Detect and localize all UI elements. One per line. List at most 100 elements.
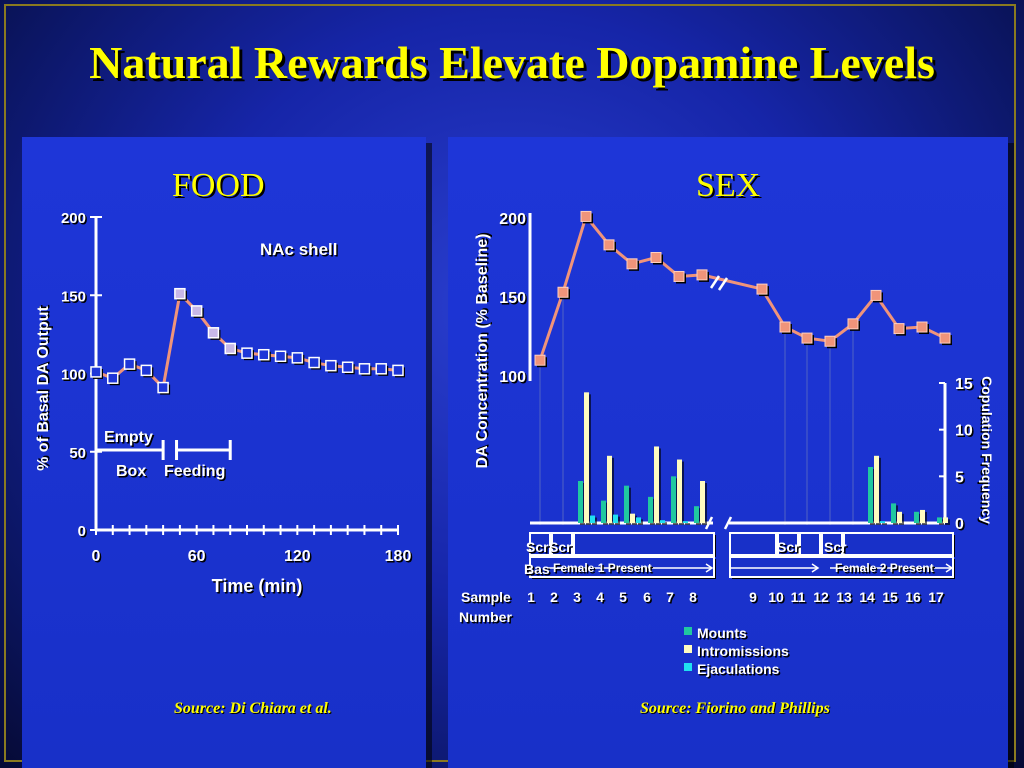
sex-da-series-line-break xyxy=(701,273,763,291)
food-data-point xyxy=(140,364,153,377)
food-y-tick-label-shadow: 50 xyxy=(71,446,88,463)
sex-sample-label: Sample xyxy=(461,589,511,605)
food-y-axis-label: % of Basal DA Output xyxy=(35,305,52,470)
sex-legend-swatch-mounts xyxy=(684,627,692,635)
sex-sample-label-shadow: Sample xyxy=(463,591,513,607)
sex-cop-y-tick-label-shadow: 10 xyxy=(957,424,975,441)
sex-phase-box xyxy=(573,532,715,556)
sex-phase-box xyxy=(821,532,843,556)
sex-cop-y-tick-label: 0 xyxy=(955,516,964,533)
food-data-point xyxy=(341,361,354,373)
sex-phase-box xyxy=(529,556,715,578)
food-data-point xyxy=(308,356,320,369)
food-y-tick-label: 200 xyxy=(61,210,86,227)
sex-cop-y-tick-label: 10 xyxy=(955,423,973,440)
sex-cop-bar-shadow xyxy=(662,522,667,525)
sex-cop-bar-ejaculations xyxy=(660,520,665,523)
food-feeding-label-shadow: Feeding xyxy=(166,465,227,482)
sex-sample-number-shadow: 13 xyxy=(838,591,854,607)
sex-cop-bar-intromissions xyxy=(607,455,612,523)
sex-sample-number: 2 xyxy=(550,589,558,605)
sex-sample-number: 17 xyxy=(928,589,944,605)
sex-phase-label-scr-shadow: Scr xyxy=(528,541,551,557)
sex-da-y-tick-label-shadow: 150 xyxy=(501,292,528,309)
sex-legend-swatch-ejaculations xyxy=(684,663,692,671)
sex-da-y-tick-label: 150 xyxy=(499,290,526,307)
sex-cop-bar-mounts xyxy=(671,476,676,523)
food-feeding-label: Feeding xyxy=(164,463,225,480)
sex-legend-label-intromissions-shadow: Intromissions xyxy=(699,645,791,661)
sex-phase-arrowhead xyxy=(945,563,954,573)
food-data-point xyxy=(224,342,236,355)
sex-sample-number: 16 xyxy=(905,589,921,605)
sex-da-data-point xyxy=(779,321,791,333)
sex-cop-bar-intromissions xyxy=(700,481,705,523)
sex-sample-number: 10 xyxy=(768,589,784,605)
sex-cop-break-mark xyxy=(704,516,714,530)
food-y-tick-label: 0 xyxy=(78,523,86,540)
food-y-axis-label-shadow: % of Basal DA Output xyxy=(37,304,54,469)
sex-sample-number: 15 xyxy=(882,589,898,605)
sex-cop-bar-ejaculations xyxy=(880,521,885,523)
sex-da-break-mark xyxy=(717,277,729,291)
sex-da-break-mark xyxy=(709,275,721,289)
sex-da-data-point xyxy=(756,283,768,295)
sex-cop-bar-ejaculations xyxy=(590,515,595,523)
sex-cop-bar-intromissions xyxy=(874,455,879,523)
sex-phase-label-bas: Bas xyxy=(524,561,550,577)
food-x-axis-label: Time (min) xyxy=(212,576,303,596)
sex-phase-label-bas-shadow: Bas xyxy=(526,563,552,579)
sex-phase-label-scr: Scr xyxy=(777,539,800,555)
sex-sample-number-shadow: 4 xyxy=(598,591,606,607)
sex-da-y-tick-label-shadow: 200 xyxy=(501,213,528,230)
sex-cop-y-axis-label-shadow: Copulation Frequency xyxy=(978,378,994,526)
food-x-tick-label: 120 xyxy=(284,548,311,565)
sex-sample-number: 4 xyxy=(596,589,604,605)
sex-cop-y-tick-label-shadow: 15 xyxy=(957,378,975,395)
sex-sample-number: 14 xyxy=(859,589,875,605)
food-data-point xyxy=(90,366,102,378)
sex-cop-bar-mounts xyxy=(648,496,653,523)
sex-cop-bar-mounts xyxy=(601,500,606,523)
food-x-tick-label-shadow: 120 xyxy=(285,550,312,567)
sex-cop-bar-intromissions xyxy=(920,509,925,523)
food-y-tick-label: 100 xyxy=(61,367,86,384)
sex-da-data-point xyxy=(801,332,813,344)
sex-sample-number-shadow: 1 xyxy=(529,591,537,607)
sex-phase-label-scr-shadow: Scr xyxy=(551,541,574,557)
sex-da-data-point xyxy=(650,252,662,263)
food-panel: FOOD Source: Di Chiara et al. xyxy=(22,137,426,768)
sex-sample-number-shadow: 12 xyxy=(815,591,831,607)
food-nac-shell-annotation: NAc shell xyxy=(260,240,337,259)
sex-legend-label-mounts: Mounts xyxy=(697,625,747,641)
sex-sample-number-shadow: 10 xyxy=(770,591,786,607)
sex-sample-label-shadow: Number xyxy=(461,611,514,627)
sex-phase-box xyxy=(843,532,954,556)
sex-sample-number-shadow: 9 xyxy=(751,591,759,607)
sex-phase-label-scr: Scr xyxy=(824,539,847,555)
food-nac-shell-annotation-shadow: NAc shell xyxy=(262,242,339,261)
food-x-tick-label-shadow: 60 xyxy=(189,550,207,567)
sex-da-data-point xyxy=(696,269,708,281)
food-box-label-shadow: Box xyxy=(118,465,148,482)
food-data-point xyxy=(274,350,287,363)
sex-da-y-tick-label: 100 xyxy=(499,369,526,386)
sex-panel: SEX Source: Fiorino and Phillips xyxy=(448,137,1008,768)
food-panel-title: FOOD xyxy=(172,167,265,204)
sex-sample-number-shadow: 16 xyxy=(907,591,923,607)
food-x-axis-label-shadow: Time (min) xyxy=(213,578,304,598)
sex-cop-y-axis-label: Copulation Frequency xyxy=(979,376,995,524)
food-data-point xyxy=(123,358,136,370)
sex-sample-number-shadow: 17 xyxy=(930,591,946,607)
sex-da-y-axis-label-shadow: DA Concentration (% Baseline) xyxy=(476,232,493,467)
sex-phase-box xyxy=(729,556,954,578)
sex-sample-number-shadow: 7 xyxy=(668,591,676,607)
sex-sample-number: 12 xyxy=(813,589,829,605)
sex-phase-label-female-1: Female 1 Present xyxy=(553,561,652,575)
food-data-point xyxy=(174,287,186,300)
food-data-point xyxy=(207,327,220,339)
sex-cop-bar-mounts xyxy=(914,511,919,523)
sex-da-data-point xyxy=(580,210,592,222)
food-data-point xyxy=(241,347,253,359)
sex-cop-bar-intromissions xyxy=(943,517,948,523)
